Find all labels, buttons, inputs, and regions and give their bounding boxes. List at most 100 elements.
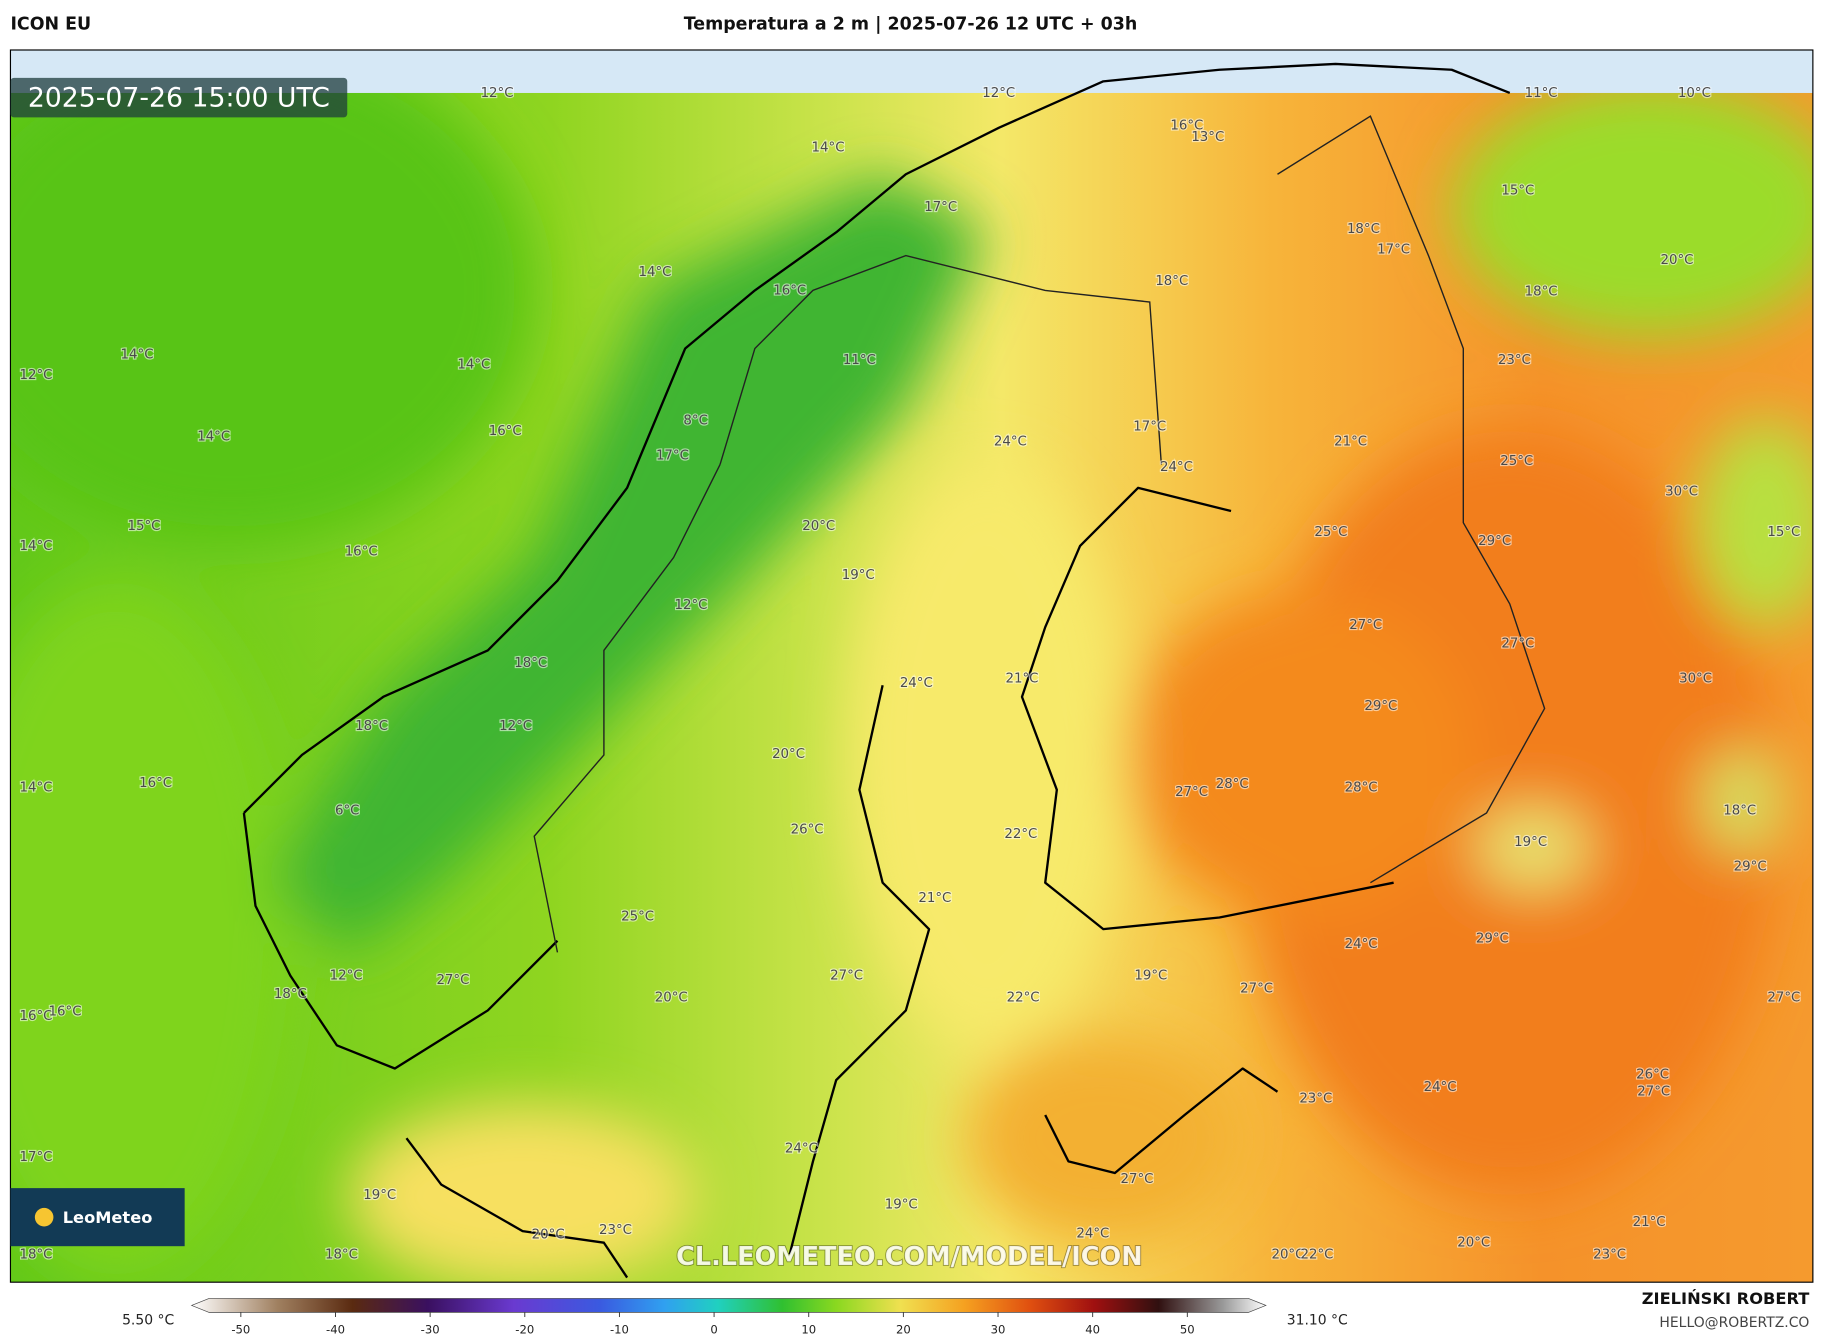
temperature-label: 27°C bbox=[1349, 618, 1382, 633]
temperature-label: 17°C bbox=[1133, 419, 1166, 434]
temperature-label: 30°C bbox=[1665, 484, 1698, 499]
temperature-label: 19°C bbox=[842, 568, 875, 583]
title: Temperatura a 2 m | 2025-07-26 12 UTC + … bbox=[684, 14, 1138, 34]
temperature-label: 21°C bbox=[918, 891, 951, 906]
timestamp: 2025-07-26 15:00 UTC bbox=[28, 82, 330, 113]
temperature-label: 29°C bbox=[1364, 699, 1397, 714]
temperature-label: 19°C bbox=[1134, 969, 1167, 984]
temperature-labels: 12°C 12°C 11°C 10°C16°C13°C14°C15°C17°C18°C… bbox=[18, 85, 1801, 1264]
colorbar-tick-label: 20 bbox=[896, 1322, 911, 1336]
temperature-label: 13°C bbox=[1191, 130, 1224, 145]
temperature-label: 21°C bbox=[1633, 1215, 1666, 1230]
temperature-label: 14°C bbox=[457, 358, 490, 373]
logo: LeoMeteo bbox=[63, 1208, 153, 1227]
max-label: 31.10 °C bbox=[1287, 1313, 1348, 1329]
colorbar-tick-label: 40 bbox=[1085, 1322, 1100, 1336]
temperature-label: 18°C bbox=[1155, 274, 1188, 289]
temperature-label: 27°C bbox=[1175, 785, 1208, 800]
colorbar-tick-label: 50 bbox=[1180, 1322, 1195, 1336]
model-name: ICON EU bbox=[10, 14, 91, 34]
temperature-label: 24°C bbox=[1076, 1226, 1109, 1241]
temperature-label: 16°C bbox=[489, 424, 522, 439]
temperature-label: 22°C bbox=[1004, 827, 1037, 842]
temperature-label: 16°C bbox=[773, 283, 806, 298]
temperature-label: 16°C bbox=[49, 1005, 82, 1020]
temperature-label: 23°C bbox=[1299, 1092, 1332, 1107]
colorbar-tick-label: -30 bbox=[421, 1322, 440, 1336]
temperature-label: 14°C bbox=[197, 430, 230, 445]
temperature-label: 18°C bbox=[1347, 222, 1380, 237]
min-label: 5.50 °C bbox=[122, 1313, 174, 1329]
colorbar-tick-label: -20 bbox=[515, 1322, 534, 1336]
temperature-label: 14°C bbox=[639, 265, 672, 280]
colorbar-tick-label: 30 bbox=[991, 1322, 1006, 1336]
temperature-label: 27°C bbox=[830, 969, 863, 984]
temperature-label: 20°C bbox=[655, 991, 688, 1006]
temperature-label: 15°C bbox=[1767, 525, 1800, 540]
temperature-label: 27°C bbox=[436, 973, 469, 988]
temperature-label: 30°C bbox=[1679, 671, 1712, 686]
temperature-label: 19°C bbox=[1514, 835, 1547, 850]
temperature-label: 18°C bbox=[325, 1247, 358, 1262]
temperature-label: 28°C bbox=[1345, 780, 1378, 795]
temperature-label: 27°C bbox=[1637, 1085, 1670, 1100]
temperature-label: 12°C bbox=[330, 969, 363, 984]
temperature-label: 18°C bbox=[1723, 804, 1756, 819]
temperature-label: 26°C bbox=[1636, 1067, 1669, 1082]
temperature-label: 18°C bbox=[514, 656, 547, 671]
temperature-label: 24°C bbox=[785, 1142, 818, 1157]
temperature-label: 29°C bbox=[1476, 931, 1509, 946]
temperature-label: 23°C bbox=[599, 1223, 632, 1238]
temperature-label: 25°C bbox=[1314, 525, 1347, 540]
temperature-label: 8°C bbox=[683, 413, 707, 428]
temperature-label: 21°C bbox=[1006, 671, 1039, 686]
temperature-label: 27°C bbox=[1120, 1172, 1153, 1187]
map-frame bbox=[9, 49, 1814, 1283]
temperature-label: 18°C bbox=[1525, 285, 1558, 300]
temperature-label: 16°C bbox=[1170, 118, 1203, 133]
temperature-label: 23°C bbox=[1498, 353, 1531, 368]
temperature-label: 24°C bbox=[1160, 460, 1193, 475]
temperature-label: 17°C bbox=[20, 1150, 53, 1165]
temperature-label: 20°C bbox=[532, 1228, 565, 1243]
temperature-field bbox=[10, 49, 1813, 1283]
temperature-label: 18°C bbox=[20, 1247, 53, 1262]
temperature-label: 25°C bbox=[1500, 454, 1533, 469]
temperature-label: 16°C bbox=[345, 545, 378, 560]
colorbar-tick-label: -50 bbox=[231, 1322, 250, 1336]
temperature-label: 24°C bbox=[994, 434, 1027, 449]
temperature-label: 20°C bbox=[1661, 253, 1694, 268]
temperature-label: 10°C bbox=[1678, 86, 1711, 101]
temperature-label: 20°C bbox=[1457, 1236, 1490, 1251]
logo-sun bbox=[34, 1207, 54, 1227]
temperature-label: 12°C bbox=[20, 368, 53, 383]
temperature-label: 28°C bbox=[1216, 777, 1249, 792]
temperature-label: 17°C bbox=[924, 200, 957, 215]
temperature-label: 20°C bbox=[802, 519, 835, 534]
colorbar-ticks: -50 -40 -30 -20 -10 0 10 20 30 40 50 bbox=[231, 1312, 1195, 1336]
temperature-label: 29°C bbox=[1734, 859, 1767, 874]
timestamp-box bbox=[10, 77, 348, 118]
temperature-label: 20°C bbox=[772, 747, 805, 762]
temperature-label: 22°C bbox=[1007, 991, 1040, 1006]
temperature-label: 17°C bbox=[656, 448, 689, 463]
temperature-label: 27°C bbox=[1240, 981, 1273, 996]
temperature-label: 24°C bbox=[900, 676, 933, 691]
temperature-label: 18°C bbox=[355, 719, 388, 734]
temperature-label: 20°C bbox=[1271, 1247, 1304, 1262]
temperature-label: 26°C bbox=[791, 822, 824, 837]
temperature-label: 12°C bbox=[982, 86, 1015, 101]
author: ZIELIŃSKI ROBERT bbox=[1642, 1289, 1810, 1308]
temperature-label: 27°C bbox=[1767, 991, 1800, 1006]
temperature-label: 12°C bbox=[481, 86, 514, 101]
temperature-label: 27°C bbox=[1501, 636, 1534, 651]
temperature-label: 23°C bbox=[1593, 1247, 1626, 1262]
temperature-label: 24°C bbox=[1345, 937, 1378, 952]
temperature-label: 6°C bbox=[335, 804, 359, 819]
colorbar bbox=[190, 1298, 1267, 1313]
temperature-label: 21°C bbox=[1334, 434, 1367, 449]
colorbar-tick-label: -40 bbox=[326, 1322, 345, 1336]
temperature-label: 15°C bbox=[128, 519, 161, 534]
